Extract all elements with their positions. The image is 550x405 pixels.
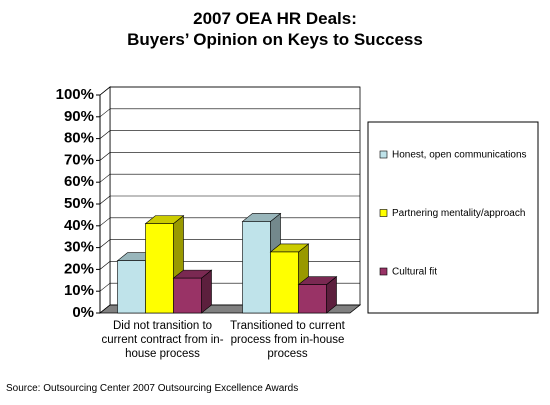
grid-line-side xyxy=(99,304,111,314)
grid-line-side xyxy=(99,195,111,205)
grid-line-side xyxy=(99,152,111,161)
y-tick-label: 60% xyxy=(64,173,94,190)
grid-line-side xyxy=(99,86,111,96)
grid-line-side xyxy=(99,261,111,270)
legend-label: Partnering mentality/approach xyxy=(392,208,525,219)
legend-swatch xyxy=(379,209,388,217)
grid-line-side xyxy=(99,173,111,183)
y-tick-label: 10% xyxy=(64,282,94,299)
y-tick-label: 80% xyxy=(64,130,94,147)
legend-label: Cultural fit xyxy=(392,267,437,278)
grid-line-side xyxy=(99,239,111,248)
y-tick-label: 100% xyxy=(56,86,94,103)
bar xyxy=(298,284,327,314)
bar xyxy=(270,251,299,314)
y-tick-label: 50% xyxy=(64,195,94,212)
legend-label: Honest, open communications xyxy=(392,150,527,161)
source-note: Source: Outsourcing Center 2007 Outsourc… xyxy=(6,383,299,394)
y-tick-label: 0% xyxy=(72,304,94,321)
bar xyxy=(242,221,271,314)
y-tick-label: 90% xyxy=(64,108,94,125)
chart-title: 2007 OEA HR Deals: Buyers’ Opinion on Ke… xyxy=(127,9,423,49)
y-tick-label: 30% xyxy=(64,239,94,256)
grid-line-side xyxy=(99,217,111,227)
legend-swatch xyxy=(379,267,388,276)
x-tick-label: Transitioned to current process from in-… xyxy=(230,320,345,360)
y-tick-label: 70% xyxy=(64,151,94,168)
y-tick-label: 40% xyxy=(64,217,94,234)
x-tick-label: Did not transition to current contract f… xyxy=(101,320,224,360)
y-tick-label: 20% xyxy=(64,260,94,277)
bar xyxy=(173,277,202,314)
grid-line-side xyxy=(99,282,111,292)
x-tick-wrap: Did not transition to current contract f… xyxy=(101,320,224,360)
grid-line-side xyxy=(99,108,111,118)
legend-swatch xyxy=(379,150,388,159)
grid-line-side xyxy=(99,130,111,139)
x-tick-wrap: Transitioned to current process from in-… xyxy=(230,320,345,360)
legend-box xyxy=(367,121,539,314)
bar xyxy=(117,260,146,314)
bar xyxy=(145,223,174,314)
